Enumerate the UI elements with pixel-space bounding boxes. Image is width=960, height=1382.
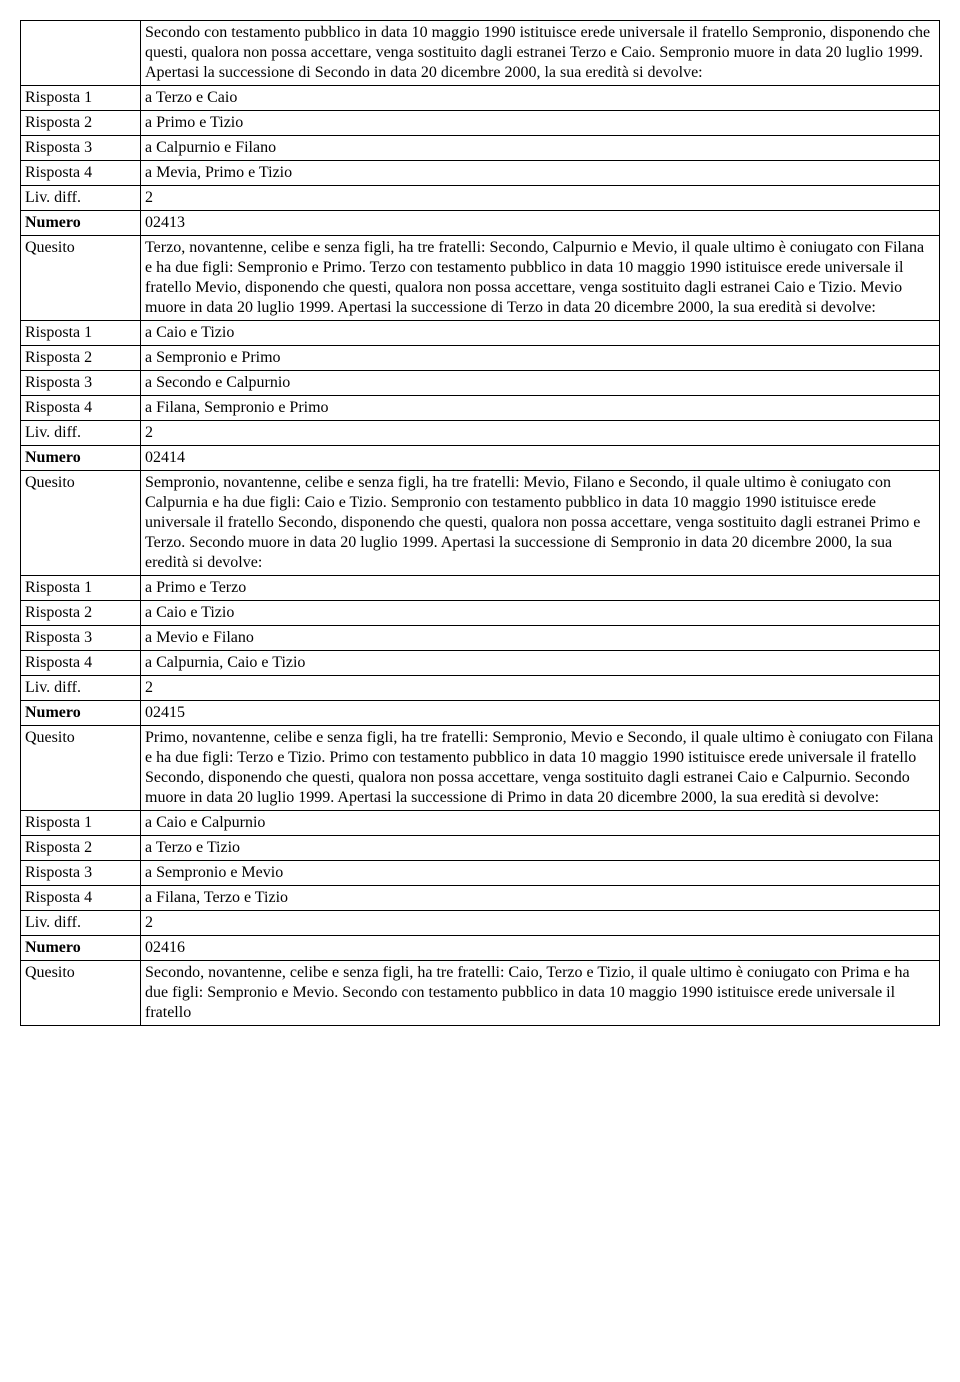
row-label: Risposta 4 <box>21 161 141 186</box>
row-value: Terzo, novantenne, celibe e senza figli,… <box>141 236 940 321</box>
row-value: a Calpurnia, Caio e Tizio <box>141 651 940 676</box>
table-row: Risposta 4a Mevia, Primo e Tizio <box>21 161 940 186</box>
row-value: 2 <box>141 186 940 211</box>
row-value: 2 <box>141 911 940 936</box>
row-label: Risposta 3 <box>21 371 141 396</box>
row-value: 02413 <box>141 211 940 236</box>
row-value: Secondo con testamento pubblico in data … <box>141 21 940 86</box>
row-label: Numero <box>21 701 141 726</box>
row-value: 02415 <box>141 701 940 726</box>
row-value: a Caio e Calpurnio <box>141 811 940 836</box>
row-label: Liv. diff. <box>21 186 141 211</box>
table-row: Numero02416 <box>21 936 940 961</box>
table-row: Risposta 1a Terzo e Caio <box>21 86 940 111</box>
row-label: Quesito <box>21 726 141 811</box>
row-label: Risposta 1 <box>21 576 141 601</box>
table-row: QuesitoSecondo, novantenne, celibe e sen… <box>21 961 940 1026</box>
table-row: Secondo con testamento pubblico in data … <box>21 21 940 86</box>
row-value: a Primo e Terzo <box>141 576 940 601</box>
row-value: a Primo e Tizio <box>141 111 940 136</box>
row-label: Quesito <box>21 961 141 1026</box>
table-row: Risposta 1a Caio e Calpurnio <box>21 811 940 836</box>
table-row: Risposta 2a Primo e Tizio <box>21 111 940 136</box>
table-row: Numero02414 <box>21 446 940 471</box>
table-row: Risposta 4a Calpurnia, Caio e Tizio <box>21 651 940 676</box>
row-value: a Mevia, Primo e Tizio <box>141 161 940 186</box>
table-row: Liv. diff.2 <box>21 186 940 211</box>
row-label: Risposta 2 <box>21 111 141 136</box>
table-row: Risposta 3a Calpurnio e Filano <box>21 136 940 161</box>
table-row: Risposta 3a Mevio e Filano <box>21 626 940 651</box>
row-label: Liv. diff. <box>21 911 141 936</box>
row-value: Sempronio, novantenne, celibe e senza fi… <box>141 471 940 576</box>
row-value: a Terzo e Caio <box>141 86 940 111</box>
row-value: a Filana, Terzo e Tizio <box>141 886 940 911</box>
row-label: Risposta 2 <box>21 346 141 371</box>
row-value: a Secondo e Calpurnio <box>141 371 940 396</box>
table-row: Risposta 3a Secondo e Calpurnio <box>21 371 940 396</box>
table-row: Risposta 2a Caio e Tizio <box>21 601 940 626</box>
table-row: Risposta 2a Sempronio e Primo <box>21 346 940 371</box>
row-value: a Caio e Tizio <box>141 601 940 626</box>
row-value: a Terzo e Tizio <box>141 836 940 861</box>
row-label <box>21 21 141 86</box>
row-value: a Calpurnio e Filano <box>141 136 940 161</box>
row-label: Risposta 1 <box>21 811 141 836</box>
row-value: a Sempronio e Primo <box>141 346 940 371</box>
row-label: Numero <box>21 936 141 961</box>
table-row: QuesitoTerzo, novantenne, celibe e senza… <box>21 236 940 321</box>
table-row: QuesitoPrimo, novantenne, celibe e senza… <box>21 726 940 811</box>
row-label: Risposta 2 <box>21 836 141 861</box>
row-value: a Sempronio e Mevio <box>141 861 940 886</box>
row-label: Risposta 2 <box>21 601 141 626</box>
table-row: Liv. diff.2 <box>21 911 940 936</box>
table-row: Risposta 2a Terzo e Tizio <box>21 836 940 861</box>
table-row: Risposta 1a Caio e Tizio <box>21 321 940 346</box>
table-row: QuesitoSempronio, novantenne, celibe e s… <box>21 471 940 576</box>
row-label: Quesito <box>21 236 141 321</box>
table-row: Liv. diff.2 <box>21 676 940 701</box>
row-value: a Filana, Sempronio e Primo <box>141 396 940 421</box>
row-label: Risposta 4 <box>21 886 141 911</box>
table-row: Risposta 4a Filana, Terzo e Tizio <box>21 886 940 911</box>
row-label: Risposta 4 <box>21 651 141 676</box>
table-row: Risposta 1a Primo e Terzo <box>21 576 940 601</box>
table-row: Liv. diff.2 <box>21 421 940 446</box>
row-value: Primo, novantenne, celibe e senza figli,… <box>141 726 940 811</box>
row-value: 02416 <box>141 936 940 961</box>
row-label: Quesito <box>21 471 141 576</box>
row-label: Risposta 3 <box>21 136 141 161</box>
table-row: Numero02415 <box>21 701 940 726</box>
row-label: Liv. diff. <box>21 676 141 701</box>
table-row: Risposta 4a Filana, Sempronio e Primo <box>21 396 940 421</box>
row-label: Risposta 1 <box>21 86 141 111</box>
row-value: a Caio e Tizio <box>141 321 940 346</box>
table-row: Numero02413 <box>21 211 940 236</box>
row-value: 02414 <box>141 446 940 471</box>
row-label: Risposta 3 <box>21 861 141 886</box>
row-label: Risposta 1 <box>21 321 141 346</box>
row-value: 2 <box>141 676 940 701</box>
row-label: Risposta 3 <box>21 626 141 651</box>
row-value: a Mevio e Filano <box>141 626 940 651</box>
row-label: Numero <box>21 211 141 236</box>
row-label: Liv. diff. <box>21 421 141 446</box>
row-label: Risposta 4 <box>21 396 141 421</box>
table-row: Risposta 3a Sempronio e Mevio <box>21 861 940 886</box>
row-value: Secondo, novantenne, celibe e senza figl… <box>141 961 940 1026</box>
row-label: Numero <box>21 446 141 471</box>
row-value: 2 <box>141 421 940 446</box>
quiz-table: Secondo con testamento pubblico in data … <box>20 20 940 1026</box>
